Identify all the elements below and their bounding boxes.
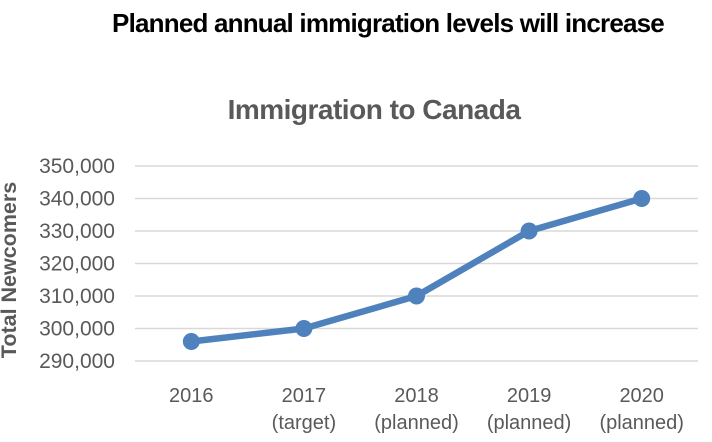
series-line <box>188 195 645 345</box>
x-tick-label: 2018 (planned) <box>374 385 459 434</box>
data-point-marker <box>295 320 313 337</box>
y-tick-label: 310,000 <box>39 285 115 308</box>
data-point-marker <box>520 222 538 240</box>
y-tick-label: 290,000 <box>39 350 115 373</box>
y-tick-label: 320,000 <box>39 253 115 276</box>
main-title: Planned annual immigration levels will i… <box>112 8 665 38</box>
y-tick-label: 350,000 <box>39 155 115 178</box>
plot-svg: 290,000 300,000 310,000 320,000 330,000 340,0… <box>0 155 698 434</box>
y-tick-label: 300,000 <box>39 318 115 341</box>
y-tick-label: 330,000 <box>39 220 115 243</box>
x-tick-label: 2016 <box>169 385 214 407</box>
chart-title: Immigration to Canada <box>227 94 521 125</box>
data-point-marker <box>182 333 200 350</box>
x-tick-label: 2019 (planned) <box>487 385 572 434</box>
y-axis-title: Total Newcomers <box>0 182 21 358</box>
x-tick-label: 2017 (target) <box>272 385 336 434</box>
x-tick-label: 2020 (planned) <box>599 385 684 434</box>
data-point-marker <box>633 190 651 207</box>
y-tick-label: 340,000 <box>39 188 115 211</box>
data-point-marker <box>408 287 425 305</box>
